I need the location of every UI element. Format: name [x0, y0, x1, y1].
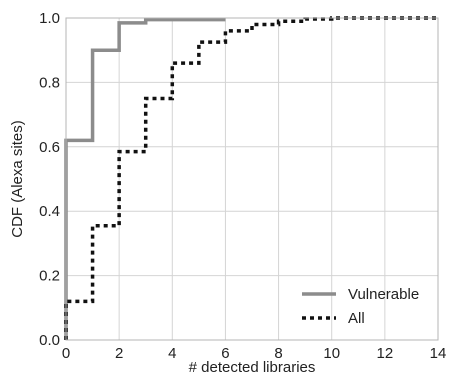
y-tick-label: 0.0: [39, 332, 60, 349]
legend: Vulnerable All: [302, 286, 419, 327]
y-axis-label: CDF (Alexa sites): [9, 120, 26, 238]
y-tick-label: 0.6: [39, 139, 60, 156]
y-tick-label: 1.0: [39, 10, 60, 27]
y-tick-label: 0.2: [39, 268, 60, 285]
x-axis-label: # detected libraries: [189, 359, 316, 376]
x-tick-label: 2: [115, 345, 123, 362]
x-tick-label: 0: [62, 345, 70, 362]
y-tick-label: 0.8: [39, 74, 60, 91]
x-tick-label: 10: [323, 345, 340, 362]
series-line-vulnerable: [64, 17, 226, 340]
y-tick-label: 0.4: [39, 203, 60, 220]
legend-label-all: All: [348, 310, 365, 327]
plot-frame: [65, 17, 439, 341]
x-tick-label: 8: [274, 345, 282, 362]
series-line-all: [64, 16, 438, 340]
x-tick-label: 4: [168, 345, 176, 362]
x-tick-label: 6: [221, 345, 229, 362]
x-tick-label: 12: [377, 345, 394, 362]
legend-label-vulnerable: Vulnerable: [348, 286, 419, 303]
tick-labels: 0 2 4 6 8 10 12 14 0.0 0.2 0.4 0.6 0.8 1.0: [39, 10, 446, 362]
series-group: [64, 16, 438, 340]
x-tick-label: 14: [430, 345, 447, 362]
